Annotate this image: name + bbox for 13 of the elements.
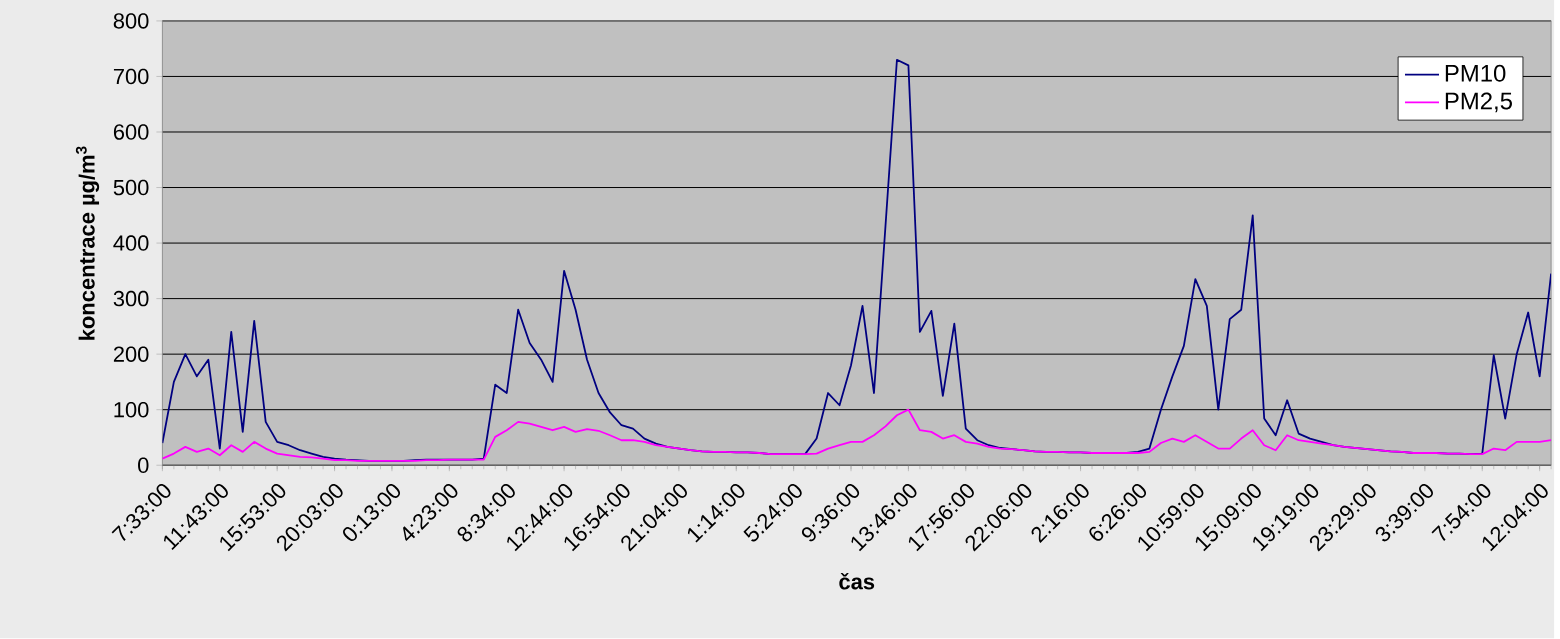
legend-label: PM10 [1445, 65, 1506, 82]
legend-label: PM2,5 [1445, 92, 1512, 113]
y-tick-label: 500 [113, 180, 149, 196]
y-tick-label: 300 [113, 291, 149, 307]
y-tick-label: 100 [114, 402, 149, 418]
x-axis-title: čas [839, 573, 875, 590]
y-tick-label: 200 [113, 346, 149, 363]
y-tick-label: 600 [113, 124, 149, 140]
y-tick-label: 800 [113, 13, 149, 29]
y-axis-title: koncentrace µg/m$^{3}$ [75, 146, 100, 340]
y-tick-label: 400 [113, 235, 149, 252]
y-tick-label: 700 [113, 68, 149, 85]
y-tick-label: 0 [138, 457, 149, 474]
